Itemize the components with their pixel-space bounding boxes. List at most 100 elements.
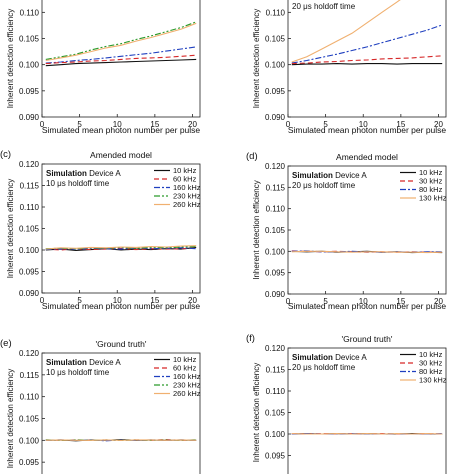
series-group — [291, 250, 443, 254]
chart-panel-b: 0.090 0.095 0.100 0.105 0.110 0 5 10 15 20Simulat… — [252, 0, 447, 135]
chart-panel-c: 0.090 0.095 0.100 0.105 0.110 0.115 0.120 0 5 10 1… — [0, 149, 201, 311]
y-tick-label: 0.115 — [266, 366, 286, 375]
panel-title: Amended model — [90, 150, 152, 160]
y-tick-label: 0.095 — [265, 452, 286, 461]
legend-label: 160 kHz — [173, 372, 201, 381]
x-axis-title: Simulated mean photon number per pulse — [42, 125, 201, 135]
panel-label: (e) — [0, 338, 12, 349]
y-axis-title: Inherent detection efficiency — [252, 180, 261, 279]
panel-label: (f) — [246, 333, 255, 344]
x-tick-label: 5 — [323, 120, 328, 129]
holdoff-note: 10 μs holdoff time — [46, 179, 110, 188]
legend-label: 80 kHz — [419, 185, 443, 194]
chart-panel-a: 0.090 0.095 0.100 0.105 0.110 0 5 10 15 20Simulat… — [6, 0, 201, 135]
y-tick-label: 0.090 — [19, 289, 40, 298]
y-tick-label: 0.115 — [266, 183, 286, 192]
legend-label: 10 kHz — [419, 350, 443, 359]
note-bold: Simulation — [46, 169, 87, 178]
series-line-260kHz — [45, 245, 197, 250]
simulation-note: Simulation Device A — [292, 353, 367, 362]
plot-frame — [287, 0, 447, 118]
y-tick-label: 0.110 — [20, 8, 40, 17]
legend-box — [398, 351, 445, 388]
x-tick-label: 10 — [113, 296, 122, 305]
x-tick-label: 0 — [286, 297, 291, 306]
legend-label: 260 kHz — [173, 389, 201, 398]
simulation-note: Simulation Device A — [292, 171, 367, 180]
series-line-30kHz — [291, 55, 443, 65]
y-tick-label: 0.110 — [20, 393, 40, 402]
series-line-230kHz — [45, 21, 197, 60]
note-device: Device A — [333, 171, 367, 180]
x-axis-title: Simulated mean photon number per pulse — [42, 301, 201, 311]
y-tick-label: 0.090 — [265, 290, 286, 299]
y-tick-label: 0.120 — [265, 344, 286, 353]
series-line-80kHz — [291, 24, 443, 64]
y-tick-label: 0.095 — [19, 268, 40, 277]
note-bold: Simulation — [46, 358, 87, 367]
legend-box — [398, 169, 445, 206]
panel-label: (c) — [0, 149, 11, 160]
y-tick-label: 0.105 — [265, 35, 286, 44]
panel-label: (d) — [246, 151, 258, 162]
series-line-130kHz — [291, 250, 443, 254]
panel-title: Amended model — [336, 152, 398, 162]
y-tick-label: 0.120 — [265, 162, 286, 171]
series-group — [45, 21, 197, 67]
y-tick-label: 0.105 — [265, 226, 286, 235]
x-tick-label: 10 — [113, 120, 122, 129]
legend-label: 60 kHz — [173, 364, 197, 373]
y-tick-label: 0.095 — [265, 269, 286, 278]
holdoff-note: 20 μs holdoff time — [292, 181, 356, 190]
legend-label: 230 kHz — [173, 192, 201, 201]
note-bold: Simulation — [292, 353, 333, 362]
x-tick-label: 0 — [40, 296, 45, 305]
legend-label: 80 kHz — [419, 367, 443, 376]
y-tick-label: 0.110 — [266, 387, 286, 396]
x-axis-title: Simulated mean photon number per pulse — [288, 301, 447, 311]
x-tick-label: 10 — [359, 120, 368, 129]
legend-label: 30 kHz — [419, 177, 443, 186]
y-tick-label: 0.110 — [20, 203, 40, 212]
simulation-note: Simulation Device A — [46, 169, 121, 178]
x-axis-title: Simulated mean photon number per pulse — [288, 125, 447, 135]
x-tick-label: 10 — [359, 297, 368, 306]
series-group — [45, 245, 197, 251]
legend-label: 130 kHz — [419, 376, 447, 385]
legend-label: 230 kHz — [173, 381, 201, 390]
x-tick-label: 15 — [150, 120, 159, 129]
y-tick-label: 0.100 — [19, 436, 40, 445]
y-tick-label: 0.100 — [19, 61, 40, 70]
note-device: Device A — [333, 353, 367, 362]
series-line-10kHz — [45, 246, 197, 251]
x-tick-label: 5 — [77, 296, 82, 305]
y-tick-label: 0.105 — [19, 415, 40, 424]
y-tick-label: 0.115 — [20, 371, 40, 380]
chart-panel-e: 0.095 0.100 0.105 0.110 0.115 0.120 Inherent d… — [0, 338, 201, 474]
y-tick-label: 0.100 — [265, 430, 286, 439]
x-tick-label: 0 — [40, 120, 45, 129]
y-tick-label: 0.100 — [265, 247, 286, 256]
holdoff-note: 20 μs holdoff time — [292, 363, 356, 372]
x-tick-label: 0 — [286, 120, 291, 129]
note-device: Device A — [87, 358, 121, 367]
legend-label: 30 kHz — [419, 359, 443, 368]
y-tick-label: 0.095 — [19, 458, 40, 467]
x-tick-label: 20 — [188, 296, 197, 305]
y-axis-title: Inherent detection efficiency — [252, 9, 261, 108]
panel-title: 'Ground truth' — [342, 334, 393, 344]
y-tick-label: 0.115 — [20, 182, 40, 191]
legend-label: 10 kHz — [173, 355, 197, 364]
series-group — [45, 438, 197, 442]
chart-panel-d: 0.090 0.095 0.100 0.105 0.110 0.115 0.120 0 5 10 1… — [246, 151, 447, 311]
y-tick-label: 0.105 — [265, 409, 286, 418]
legend-label: 130 kHz — [419, 194, 447, 203]
x-tick-label: 5 — [77, 120, 82, 129]
y-tick-label: 0.105 — [19, 35, 40, 44]
y-tick-label: 0.120 — [19, 349, 40, 358]
plot-frame — [41, 0, 201, 118]
legend-label: 160 kHz — [173, 183, 201, 192]
x-tick-label: 5 — [323, 297, 328, 306]
legend-label: 10 kHz — [419, 168, 443, 177]
y-axis-title: Inherent detection efficiency — [252, 363, 261, 462]
